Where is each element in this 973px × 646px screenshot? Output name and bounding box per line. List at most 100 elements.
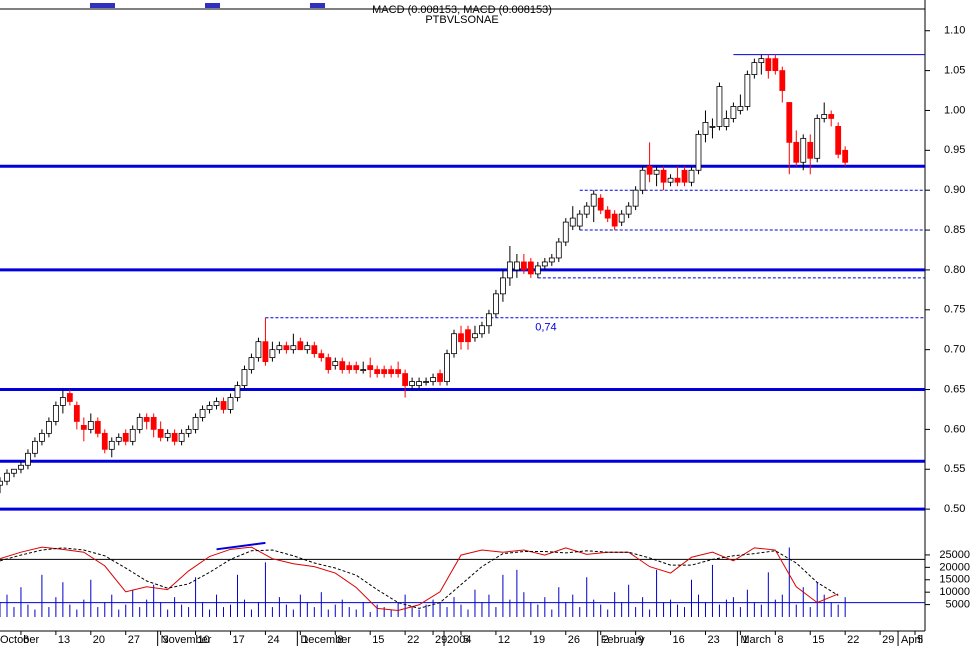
candle-body: [751, 62, 758, 75]
candle-body: [94, 421, 101, 434]
candle-body: [611, 213, 618, 227]
top-strip-mark: [205, 3, 220, 8]
candle-body: [646, 165, 653, 175]
candle-body: [779, 70, 786, 91]
candle-body: [660, 169, 667, 183]
candle-body: [758, 58, 765, 64]
candle-body: [513, 261, 520, 271]
x-tick-label: 13: [58, 634, 70, 646]
candle-body: [702, 122, 709, 135]
candle-body: [143, 417, 150, 422]
candle-body: [262, 341, 269, 363]
candle-body: [814, 118, 821, 159]
candle-body: [786, 102, 793, 143]
candle-body: [618, 213, 625, 223]
candle-body: [283, 345, 290, 351]
candle-body: [227, 397, 234, 410]
candle-body: [381, 369, 388, 374]
candle-body: [590, 193, 597, 207]
candle-body: [0, 480, 3, 486]
candle-body: [241, 369, 248, 386]
candle-body: [681, 169, 688, 183]
candle-body: [402, 373, 409, 386]
candle-body: [744, 74, 751, 107]
candle-body: [255, 341, 262, 359]
candle-body: [695, 133, 702, 171]
candle-body: [52, 405, 59, 422]
x-tick-label: 22: [407, 634, 419, 646]
candle-body: [835, 126, 842, 155]
candle-body: [709, 126, 716, 128]
candle-body: [45, 421, 52, 434]
y-tick-label: 1.10: [944, 25, 965, 37]
x-tick-label: 17: [233, 634, 245, 646]
candle-body: [388, 369, 395, 374]
candle-body: [423, 381, 429, 383]
candle-body: [220, 401, 227, 410]
candle-body: [59, 397, 66, 406]
candle-body: [548, 257, 555, 263]
candle-body: [32, 440, 38, 454]
y-tick-label: 0.95: [944, 144, 965, 156]
x-tick-label: 27: [128, 634, 140, 646]
trendline: [216, 541, 266, 551]
chart-subtitle: PTBVLSONAE: [425, 14, 498, 26]
candle-body: [178, 432, 185, 442]
candle-body: [562, 221, 569, 243]
candle-body: [367, 365, 374, 370]
stochastic-line: [0, 546, 839, 612]
x-tick-label: 3: [163, 634, 169, 646]
candle-body: [311, 345, 318, 355]
stochastic-line: [0, 547, 839, 609]
x-tick-label: 9: [638, 634, 644, 646]
x-tick-label: 20: [93, 634, 105, 646]
candle-body: [185, 428, 192, 434]
candle-body: [458, 333, 464, 343]
candle-body: [737, 106, 744, 111]
x-tick-label: 5: [463, 634, 469, 646]
x-tick-label: 23: [707, 634, 719, 646]
y-tick-label: 0.65: [944, 383, 965, 395]
y-tick-label: 0.75: [944, 304, 965, 316]
candle-body: [101, 432, 108, 450]
candle-body: [451, 333, 457, 355]
candle-body: [793, 141, 800, 163]
candle-body: [73, 405, 80, 422]
candle-body: [674, 177, 681, 183]
candle-body: [716, 86, 723, 127]
y-tick-label: 15000: [939, 574, 970, 586]
x-tick-label: 15: [812, 634, 824, 646]
candle-body: [192, 417, 199, 430]
candle-body: [583, 205, 590, 215]
candle-body: [506, 261, 513, 279]
y-tick-label: 0.70: [944, 344, 965, 356]
candle-body: [206, 405, 213, 410]
month-label: November: [161, 634, 212, 646]
y-tick-label: 5000: [946, 598, 970, 610]
candle-body: [527, 261, 534, 275]
candle-body: [332, 361, 339, 367]
candle-body: [569, 217, 576, 227]
candle-body: [472, 333, 478, 339]
candle-body: [248, 357, 255, 370]
x-tick-label: 1: [302, 634, 308, 646]
candle-body: [199, 409, 206, 418]
candle-body: [276, 345, 283, 351]
candle-body: [534, 265, 541, 275]
candle-body: [318, 353, 325, 359]
candle-body: [269, 349, 276, 359]
y-tick-label: 1.05: [944, 65, 965, 77]
candle-body: [639, 169, 646, 191]
x-tick-label: 24: [267, 634, 279, 646]
x-tick-label: 10: [198, 634, 210, 646]
candle-body: [360, 369, 367, 371]
y-tick-label: 25000: [939, 549, 970, 561]
month-label: March: [740, 634, 771, 646]
candle-body: [108, 440, 115, 450]
candle-body: [25, 452, 31, 466]
candle-body: [115, 436, 122, 442]
candle-body: [297, 341, 304, 351]
candle-body: [667, 177, 674, 183]
x-tick-label: 29: [882, 634, 894, 646]
level-label: 0,74: [535, 322, 556, 334]
